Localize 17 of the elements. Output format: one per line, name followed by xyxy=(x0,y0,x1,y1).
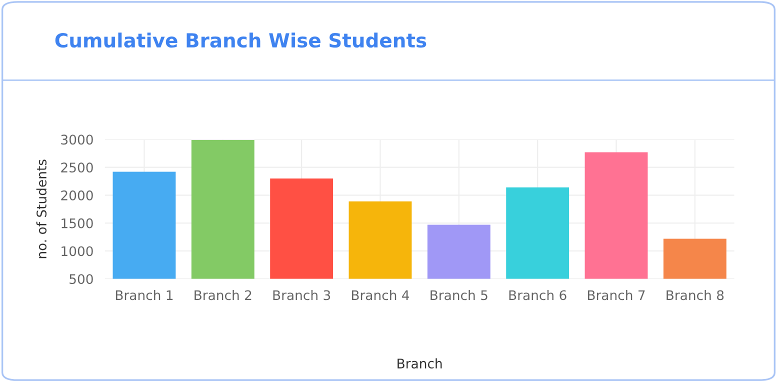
x-tick-label: Branch 4 xyxy=(352,290,410,300)
x-tick-label: Branch 3 xyxy=(273,290,330,300)
x-tick-label: Branch 6 xyxy=(509,290,566,300)
y-tick-label: 500 xyxy=(70,274,93,284)
y-tick-label: 3000 xyxy=(61,134,93,145)
x-tick-label: Branch 2 xyxy=(194,290,252,300)
x-tick-label: Branch 8 xyxy=(666,290,724,300)
x-tick-label: Branch 5 xyxy=(430,290,488,300)
y-axis-title: no. of Students xyxy=(36,160,47,258)
x-tick-label: Branch 7 xyxy=(588,290,645,300)
y-tick-label: 1000 xyxy=(62,246,93,256)
y-tick-label: 2000 xyxy=(61,190,93,200)
chart-title: Cumulative Branch Wise Students xyxy=(55,32,426,48)
x-tick-label: Branch 1 xyxy=(116,290,173,300)
y-tick-label: 1500 xyxy=(62,218,93,228)
x-axis-title: Branch xyxy=(398,358,442,369)
y-tick-label: 2500 xyxy=(61,162,93,173)
